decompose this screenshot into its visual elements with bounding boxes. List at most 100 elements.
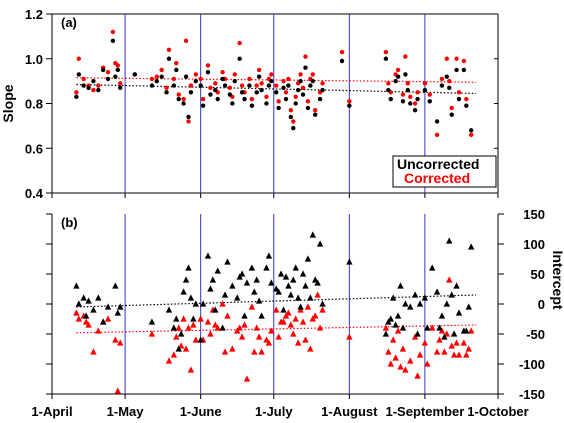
data-point-uncorrected (438, 312, 446, 319)
data-point-corrected (105, 69, 111, 75)
data-point-corrected (104, 315, 112, 322)
data-point-uncorrected (241, 312, 248, 319)
data-point-corrected (164, 85, 169, 91)
y-tick-label: 0.8 (25, 97, 43, 112)
data-point-corrected (205, 63, 211, 68)
data-point-corrected (74, 90, 79, 95)
data-point-corrected (224, 312, 231, 319)
data-point-uncorrected (148, 318, 156, 325)
data-point-uncorrected (222, 83, 228, 88)
data-point-corrected (400, 92, 406, 97)
trend-line-corrected (76, 77, 477, 83)
data-point-uncorrected (386, 87, 391, 93)
data-point-corrected (118, 81, 123, 86)
data-point-corrected (219, 300, 226, 307)
data-point-uncorrected (276, 105, 281, 111)
data-point-uncorrected (75, 300, 83, 307)
data-point-corrected (293, 94, 298, 99)
data-point-uncorrected (428, 264, 436, 271)
data-point-corrected (110, 29, 116, 35)
data-point-corrected (193, 72, 198, 77)
data-point-corrected (176, 92, 181, 97)
data-point-corrected (95, 327, 102, 334)
data-point-uncorrected (249, 103, 255, 108)
data-point-uncorrected (173, 315, 180, 322)
data-point-corrected (208, 85, 213, 91)
data-point-uncorrected (411, 291, 419, 298)
data-point-corrected (320, 81, 325, 86)
data-point-corrected (407, 357, 414, 364)
data-point-uncorrected (303, 65, 308, 70)
data-point-corrected (96, 83, 101, 88)
data-point-uncorrected (283, 96, 289, 102)
data-point-uncorrected (86, 85, 91, 91)
data-point-uncorrected (295, 87, 301, 93)
data-point-uncorrected (287, 291, 295, 298)
data-point-corrected (166, 47, 172, 52)
data-point-uncorrected (242, 96, 247, 102)
data-point-corrected (385, 348, 392, 355)
data-point-uncorrected (403, 72, 408, 77)
data-point-uncorrected (416, 300, 424, 307)
data-point-corrected (264, 94, 269, 99)
data-point-corrected (192, 336, 199, 343)
data-point-corrected (229, 345, 236, 352)
data-point-corrected (434, 132, 440, 138)
data-point-corrected (460, 339, 468, 346)
data-point-uncorrected (424, 324, 431, 331)
data-point-uncorrected (263, 264, 270, 271)
data-point-uncorrected (395, 74, 401, 79)
data-point-uncorrected (414, 330, 421, 337)
data-point-corrected (204, 318, 212, 325)
data-point-corrected (386, 81, 391, 86)
data-point-uncorrected (436, 324, 443, 331)
data-point-uncorrected (74, 94, 79, 99)
data-point-corrected (463, 351, 470, 358)
data-point-corrected (200, 96, 206, 102)
data-point-uncorrected (256, 74, 262, 79)
data-point-uncorrected (464, 103, 469, 108)
y-tick-label: -150 (519, 387, 545, 402)
data-point-uncorrected (434, 119, 440, 124)
data-point-corrected (181, 96, 186, 102)
data-point-uncorrected (399, 324, 407, 331)
data-point-uncorrected (185, 264, 192, 271)
data-point-uncorrected (247, 83, 252, 88)
data-point-corrected (288, 108, 294, 113)
data-point-uncorrected (268, 279, 275, 286)
data-point-corrected (454, 56, 459, 61)
data-point-corrected (300, 85, 306, 91)
data-point-uncorrected (170, 324, 178, 331)
y-axis-title: Intercept (550, 250, 564, 309)
data-point-uncorrected (447, 85, 452, 91)
data-point-uncorrected (392, 321, 399, 328)
data-point-corrected (259, 81, 264, 86)
data-point-corrected (395, 67, 401, 73)
data-point-uncorrected (112, 282, 119, 289)
data-point-corrected (154, 74, 159, 79)
data-point-corrected (319, 306, 326, 313)
data-point-uncorrected (467, 243, 475, 250)
data-point-uncorrected (317, 96, 323, 102)
data-point-uncorrected (394, 312, 402, 319)
data-point-corrected (298, 72, 303, 77)
data-point-uncorrected (99, 318, 107, 325)
data-point-uncorrected (73, 282, 80, 289)
data-point-corrected (149, 76, 155, 82)
data-point-uncorrected (253, 276, 260, 283)
data-point-uncorrected (154, 78, 159, 84)
data-point-uncorrected (209, 276, 217, 283)
data-point-uncorrected (282, 273, 290, 280)
data-point-corrected (253, 324, 260, 331)
data-point-corrected (461, 58, 467, 64)
data-point-uncorrected (339, 58, 345, 64)
data-point-corrected (220, 69, 225, 75)
data-point-uncorrected (422, 87, 428, 93)
data-point-uncorrected (280, 306, 287, 313)
data-point-uncorrected (208, 92, 213, 97)
data-point-uncorrected (118, 85, 123, 91)
data-point-uncorrected (104, 303, 112, 310)
data-point-uncorrected (316, 240, 324, 247)
data-point-uncorrected (444, 74, 450, 79)
y-tick-label: -50 (526, 327, 545, 342)
